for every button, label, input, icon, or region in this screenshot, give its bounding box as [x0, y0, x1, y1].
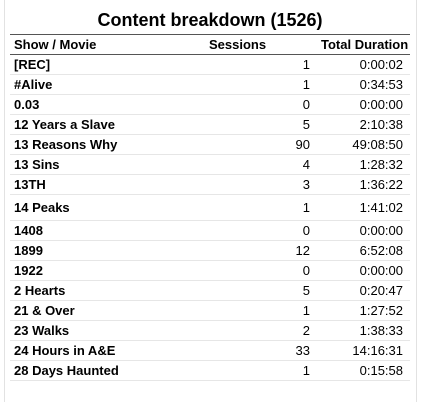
cell-sessions[interactable]: 5: [302, 282, 310, 298]
cell-show[interactable]: 13 Reasons Why: [14, 136, 118, 152]
cell-sessions[interactable]: 1: [302, 199, 310, 215]
cell-show[interactable]: #Alive: [14, 76, 53, 92]
cell-show[interactable]: 1922: [14, 262, 43, 278]
cell-sessions[interactable]: 33: [295, 342, 310, 358]
cell-duration[interactable]: 0:00:00: [359, 222, 403, 238]
content-table: Show / Movie Sessions Total Duration [RE…: [10, 35, 410, 381]
table-row: 13 Sins 4 1:28:32: [10, 154, 410, 174]
cell-sessions[interactable]: 1: [302, 302, 310, 318]
table-row: #Alive 1 0:34:53: [10, 74, 410, 94]
cell-show[interactable]: 21 & Over: [14, 302, 75, 318]
cell-show[interactable]: 24 Hours in A&E: [14, 342, 116, 358]
cell-sessions[interactable]: 5: [302, 116, 310, 132]
table-row: 1922 0 0:00:00: [10, 260, 410, 280]
cell-show[interactable]: 14 Peaks: [14, 199, 70, 215]
cell-duration[interactable]: 0:15:58: [359, 362, 403, 378]
header-sessions[interactable]: Sessions: [205, 35, 317, 55]
cell-duration[interactable]: 0:00:00: [359, 262, 403, 278]
cell-show[interactable]: 28 Days Haunted: [14, 362, 119, 378]
cell-duration[interactable]: 1:41:02: [359, 199, 403, 215]
table-row: 23 Walks 2 1:38:33: [10, 320, 410, 340]
cell-duration[interactable]: 2:10:38: [359, 116, 403, 132]
grid-line: [4, 0, 5, 402]
cell-duration[interactable]: 1:38:33: [359, 322, 403, 338]
cell-duration[interactable]: 0:00:00: [359, 96, 403, 112]
cell-show[interactable]: 1899: [14, 242, 43, 258]
table-row: 2 Hearts 5 0:20:47: [10, 280, 410, 300]
table-row: 12 Years a Slave 5 2:10:38: [10, 114, 410, 134]
cell-duration[interactable]: 0:00:02: [359, 56, 403, 72]
table-row: 28 Days Haunted 1 0:15:58: [10, 360, 410, 380]
header-duration[interactable]: Total Duration: [317, 35, 410, 55]
header-row: Show / Movie Sessions Total Duration: [10, 35, 410, 55]
sheet-title[interactable]: Content breakdown (1526): [10, 6, 410, 35]
cell-show[interactable]: 12 Years a Slave: [14, 116, 115, 132]
table-row: 21 & Over 1 1:27:52: [10, 300, 410, 320]
cell-sessions[interactable]: 12: [295, 242, 310, 258]
cell-sessions[interactable]: 3: [302, 176, 310, 192]
cell-duration[interactable]: 1:27:52: [359, 302, 403, 318]
cell-show[interactable]: 0.03: [14, 96, 40, 112]
table-row: 24 Hours in A&E 33 14:16:31: [10, 340, 410, 360]
cell-sessions[interactable]: 2: [302, 322, 310, 338]
table-row: 13TH 3 1:36:22: [10, 174, 410, 194]
table-row: 1408 0 0:00:00: [10, 220, 410, 240]
cell-show[interactable]: 2 Hearts: [14, 282, 66, 298]
cell-sessions[interactable]: 1: [302, 362, 310, 378]
cell-duration[interactable]: 0:34:53: [359, 76, 403, 92]
cell-sessions[interactable]: 1: [302, 76, 310, 92]
cell-show[interactable]: 13TH: [14, 176, 46, 192]
cell-show[interactable]: 1408: [14, 222, 43, 238]
cell-duration[interactable]: 1:36:22: [359, 176, 403, 192]
cell-sessions[interactable]: 90: [295, 136, 310, 152]
table-row: 1899 12 6:52:08: [10, 240, 410, 260]
cell-show[interactable]: 13 Sins: [14, 156, 60, 172]
cell-show[interactable]: [REC]: [14, 56, 51, 72]
cell-show[interactable]: 23 Walks: [14, 322, 70, 338]
table-row: [REC] 1 0:00:02: [10, 54, 410, 74]
cell-duration[interactable]: 49:08:50: [352, 136, 403, 152]
cell-sessions[interactable]: 4: [302, 156, 310, 172]
cell-sessions[interactable]: 0: [302, 262, 310, 278]
table-row: 14 Peaks 1 1:41:02: [10, 194, 410, 220]
header-show[interactable]: Show / Movie: [10, 35, 205, 55]
cell-duration[interactable]: 0:20:47: [359, 282, 403, 298]
table-row: 0.03 0 0:00:00: [10, 94, 410, 114]
cell-duration[interactable]: 14:16:31: [352, 342, 403, 358]
table-row: 13 Reasons Why 90 49:08:50: [10, 134, 410, 154]
cell-duration[interactable]: 1:28:32: [359, 156, 403, 172]
grid-line: [416, 0, 417, 402]
cell-sessions[interactable]: 0: [302, 222, 310, 238]
cell-sessions[interactable]: 0: [302, 96, 310, 112]
cell-duration[interactable]: 6:52:08: [359, 242, 403, 258]
cell-sessions[interactable]: 1: [302, 56, 310, 72]
